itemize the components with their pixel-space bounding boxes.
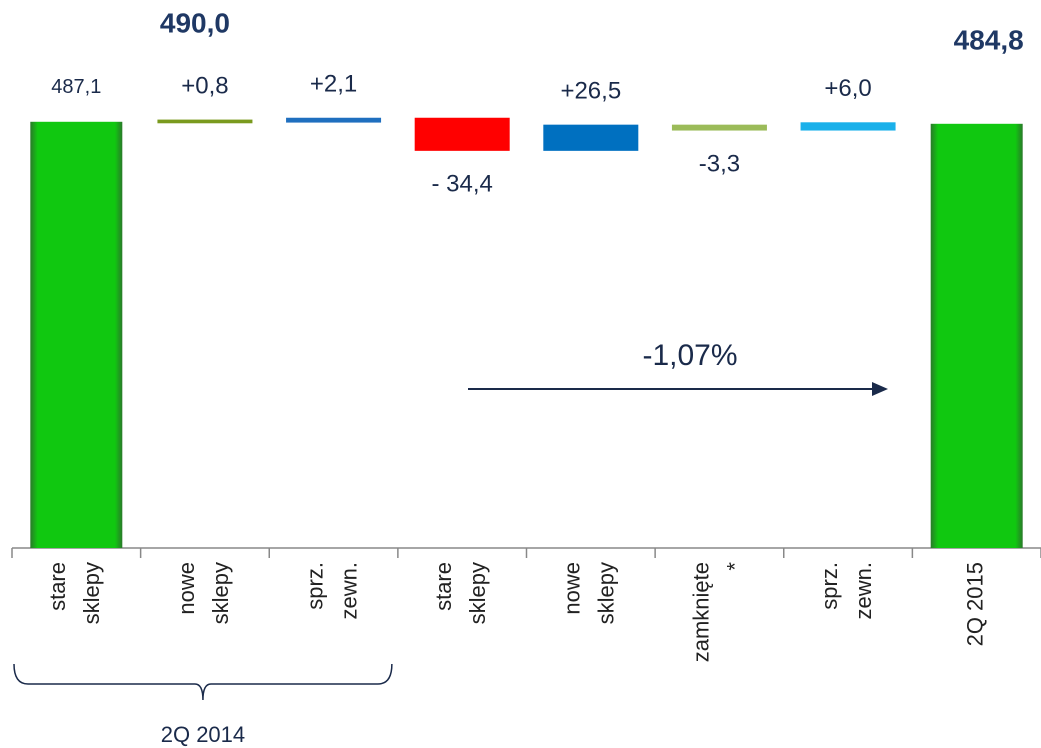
value-label: 484,8 xyxy=(954,24,1024,55)
x-tick-label: sprz. xyxy=(817,562,842,610)
subtotal-label: 490,0 xyxy=(160,7,230,38)
value-label: +2,1 xyxy=(310,71,357,98)
x-tick-label: stare xyxy=(431,562,456,611)
value-label: 487,1 xyxy=(51,76,101,98)
x-tick-label: 2Q 2015 xyxy=(963,562,988,646)
value-label: +6,0 xyxy=(824,75,871,102)
bar xyxy=(543,124,639,151)
x-tick-label: nowe xyxy=(560,562,585,615)
value-label: -3,3 xyxy=(699,150,740,177)
bar xyxy=(157,119,253,124)
x-tick-label: * xyxy=(722,562,747,571)
bar xyxy=(414,117,510,151)
x-tick-label: sklepy xyxy=(208,562,233,624)
x-tick-label: zamknięte xyxy=(688,562,713,662)
bar xyxy=(286,117,382,123)
x-tick-label: sklepy xyxy=(79,562,104,624)
value-label: - 34,4 xyxy=(432,171,493,198)
group-label: 2Q 2014 xyxy=(161,722,245,747)
x-tick-label: nowe xyxy=(174,562,199,615)
bar xyxy=(800,122,896,131)
x-tick-label: zewn. xyxy=(336,562,361,619)
x-tick-label: zewn. xyxy=(851,562,876,619)
annotation: -1,07% xyxy=(642,339,737,372)
x-tick-label: sklepy xyxy=(594,562,619,624)
x-tick-label: sklepy xyxy=(465,562,490,624)
x-tick-label: stare xyxy=(45,562,70,611)
x-tick-label: sprz. xyxy=(302,562,327,610)
value-label: +0,8 xyxy=(181,72,228,99)
bar xyxy=(30,121,123,548)
bar xyxy=(671,124,767,131)
bar xyxy=(930,123,1023,549)
arrow-head xyxy=(872,382,888,396)
value-label: +26,5 xyxy=(560,78,621,105)
group-bracket xyxy=(13,663,393,701)
